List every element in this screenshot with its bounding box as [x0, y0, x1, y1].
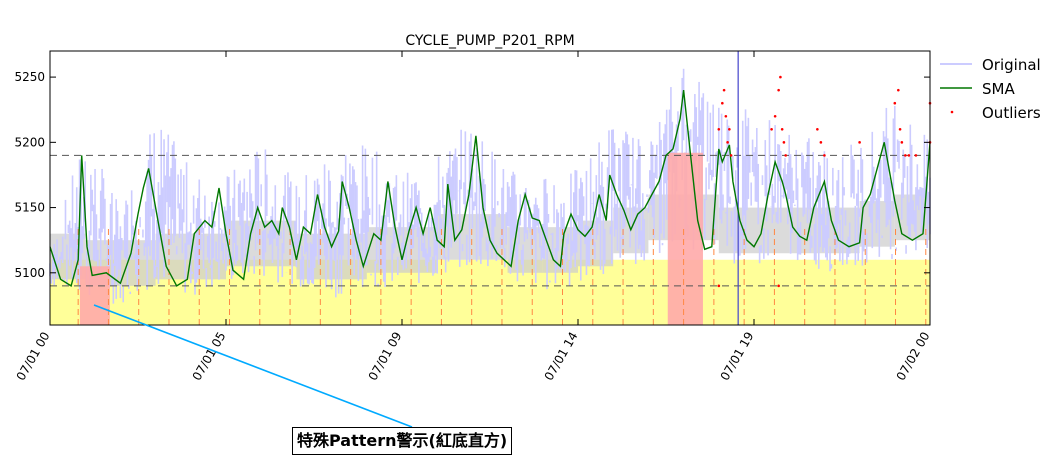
y-tick-label: 5100	[14, 266, 45, 280]
outlier-point	[773, 114, 777, 118]
outlier-point	[904, 154, 907, 157]
x-tick-label: 07/01 09	[366, 330, 405, 383]
outlier-point	[819, 141, 823, 144]
outlier-point	[900, 141, 904, 144]
legend-original-label: Original	[982, 56, 1041, 74]
chart-title: CYCLE_PUMP_P201_RPM	[405, 33, 574, 49]
outlier-point	[898, 127, 902, 131]
outlier-point	[726, 141, 729, 144]
outlier-point	[724, 114, 728, 118]
outlier-point	[893, 101, 897, 105]
outlier-point	[779, 75, 782, 79]
outlier-point	[728, 127, 731, 131]
outlier-point	[717, 284, 721, 288]
x-tick-label: 07/01 05	[190, 330, 229, 383]
x-tick-label: 07/01 19	[718, 330, 757, 383]
outlier-point	[770, 127, 773, 131]
outlier-point	[784, 154, 787, 157]
outlier-point	[777, 88, 780, 92]
outlier-point	[858, 141, 861, 144]
outlier-point	[717, 127, 721, 131]
annotation-label: 特殊Pattern警示(紅底直方)	[292, 427, 513, 455]
annotation-arrow	[93, 304, 413, 428]
outlier-point	[816, 127, 819, 131]
x-tick-label: 07/02 00	[894, 330, 933, 383]
outlier-point	[907, 154, 911, 157]
axes-frame	[49, 50, 931, 326]
plot-area: 5100 5150 5200 5250 07/01 00 07/01 05 07/01 09…	[14, 50, 933, 383]
outlier-point	[777, 284, 780, 288]
outlier-point	[782, 141, 786, 144]
legend-outliers-swatch	[950, 110, 954, 114]
outlier-point	[914, 154, 918, 157]
y-tick-label: 5150	[14, 201, 45, 215]
alert-region	[79, 266, 110, 325]
legend-sma-label: SMA	[982, 80, 1015, 98]
sma-series-line	[49, 90, 931, 287]
outlier-point	[721, 101, 724, 105]
outlier-point	[722, 88, 726, 92]
x-tick-label: 07/01 00	[14, 330, 53, 383]
y-tick-label: 5250	[14, 70, 45, 84]
alert-region	[667, 152, 703, 325]
legend: Original SMA Outliers	[940, 56, 1041, 122]
outlier-point	[729, 154, 733, 157]
x-tick-label: 07/01 14	[542, 330, 581, 383]
y-tick-label: 5200	[14, 135, 45, 149]
outlier-point	[897, 88, 900, 92]
outlier-point	[823, 154, 826, 157]
outlier-point	[780, 127, 784, 131]
legend-outliers-label: Outliers	[982, 104, 1041, 122]
